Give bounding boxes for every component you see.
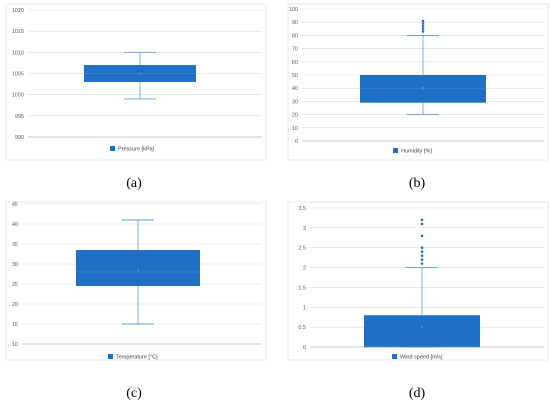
- iqr-box: [76, 250, 200, 286]
- box-plot-wind-speed: 0 0.5 1 1.5 2 2.5 3 3.5 × Wind speed [m/s]: [287, 201, 549, 361]
- chart-panel-c: 10 15 20 25 30 35 40 45 × Temperature [°C]: [0, 198, 268, 368]
- outlier-point: [421, 30, 425, 33]
- legend: Wind speed [m/s]: [392, 354, 443, 361]
- legend-label: Wind speed [m/s]: [400, 355, 443, 361]
- y-tick-label: 80: [292, 33, 298, 39]
- outlier-point: [420, 258, 424, 261]
- y-tick-label: 30: [12, 262, 18, 268]
- legend-swatch: [393, 148, 398, 153]
- y-tick-label: 1015: [12, 29, 24, 35]
- outlier-point: [420, 234, 424, 238]
- outlier-point: [421, 22, 425, 25]
- y-tick-label: 3: [303, 226, 306, 232]
- y-tick-label: 2: [303, 266, 306, 272]
- y-tick-label: 35: [12, 242, 18, 248]
- y-tick-label: 15: [12, 322, 18, 328]
- legend-swatch: [392, 354, 397, 359]
- outlier-point: [420, 254, 424, 257]
- box-plot-pressure: 990 995 1000 1005 1010 1015 1020 × Pressure [kPa…: [5, 3, 267, 161]
- mean-marker: ×: [137, 268, 140, 274]
- caption-c: (c): [126, 386, 142, 401]
- legend-label: Pressure [kPa]: [118, 147, 155, 153]
- chart-panel-b: 0 10 20 30 40 50 60 70 80 90 100 × Humidity [%]: [282, 0, 550, 168]
- y-tick-label: 50: [292, 73, 298, 79]
- mean-marker: ×: [139, 72, 142, 78]
- y-tick-label: 40: [292, 86, 298, 92]
- y-tick-label: 10: [292, 126, 298, 132]
- legend-swatch: [108, 354, 113, 359]
- y-tick-label: 45: [12, 202, 18, 208]
- box-plot-temperature: 10 15 20 25 30 35 40 45 × Temperature [°C]: [5, 201, 267, 361]
- box-plot-humidity: 0 10 20 30 40 50 60 70 80 90 100 × Humidity [%]: [287, 3, 549, 161]
- y-tick-label: 0: [295, 139, 298, 145]
- legend: Temperature [°C]: [108, 354, 158, 361]
- y-tick-label: 10: [12, 342, 18, 348]
- y-tick-label: 995: [15, 114, 24, 120]
- chart-frame: [5, 3, 267, 161]
- y-tick-label: 40: [12, 222, 18, 228]
- chart-panel-d: 0 0.5 1 1.5 2 2.5 3 3.5 × Wind speed [m/s]: [282, 198, 550, 368]
- y-tick-label: 20: [292, 113, 298, 119]
- y-tick-label: 1010: [12, 50, 24, 56]
- y-tick-label: 1000: [12, 93, 24, 99]
- y-tick-label: 20: [12, 302, 18, 308]
- outlier-point: [421, 27, 425, 31]
- legend: Humidity [%]: [393, 148, 432, 155]
- outlier-point: [421, 24, 425, 28]
- y-tick-label: 25: [12, 282, 18, 288]
- legend-swatch: [110, 146, 115, 151]
- y-tick-label: 100: [289, 7, 298, 13]
- caption-a: (a): [126, 176, 142, 191]
- outlier-point: [420, 222, 424, 226]
- y-tick-label: 0: [303, 345, 306, 351]
- outlier-point: [420, 250, 424, 253]
- y-tick-label: 2.5: [298, 246, 306, 252]
- caption-d: (d): [408, 386, 426, 401]
- y-tick-label: 1020: [12, 8, 24, 14]
- y-tick-label: 30: [292, 99, 298, 105]
- y-tick-label: 0.5: [298, 325, 306, 331]
- y-tick-label: 70: [292, 47, 298, 53]
- y-tick-label: 990: [15, 135, 24, 141]
- outlier-point: [420, 218, 424, 222]
- mean-marker: ×: [421, 325, 424, 331]
- y-tick-label: 1005: [12, 72, 24, 78]
- legend-label: Humidity [%]: [401, 149, 432, 155]
- legend-label: Temperature [°C]: [116, 355, 158, 361]
- chart-panel-a: 990 995 1000 1005 1010 1015 1020 × Pressure [kPa…: [0, 0, 268, 168]
- mean-marker: ×: [422, 86, 425, 92]
- y-tick-label: 1.5: [298, 285, 306, 291]
- outlier-point: [420, 262, 424, 265]
- y-tick-label: 90: [292, 20, 298, 26]
- iqr-box: [360, 75, 486, 103]
- y-tick-label: 60: [292, 60, 298, 66]
- outlier-point: [421, 19, 425, 23]
- caption-b: (b): [408, 176, 426, 191]
- y-tick-label: 3.5: [298, 206, 306, 212]
- y-tick-label: 1: [303, 305, 306, 311]
- iqr-box: [364, 315, 480, 347]
- legend: Pressure [kPa]: [110, 146, 155, 153]
- outlier-point: [420, 246, 424, 250]
